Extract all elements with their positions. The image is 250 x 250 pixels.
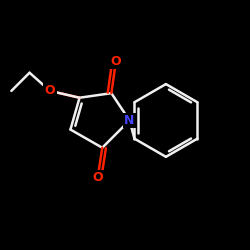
Text: O: O	[45, 84, 55, 98]
Text: N: N	[124, 114, 135, 127]
Text: O: O	[110, 55, 121, 68]
Text: O: O	[92, 171, 103, 184]
